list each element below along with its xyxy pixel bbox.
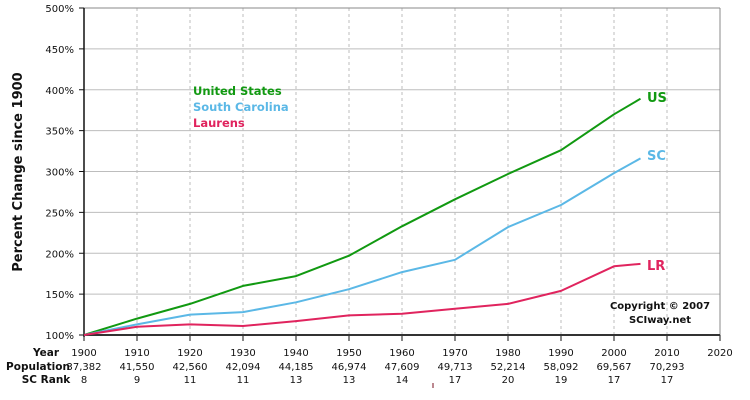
sc-rank-cell: 17 bbox=[449, 375, 462, 386]
year-cell: 1960 bbox=[389, 348, 414, 359]
series-line-us bbox=[83, 97, 642, 336]
population-cell: 46,974 bbox=[332, 362, 367, 373]
year-cell: 1990 bbox=[548, 348, 573, 359]
population-cell: 42,094 bbox=[226, 362, 261, 373]
sc-rank-cell: 9 bbox=[134, 375, 140, 386]
end-label-lr: LR bbox=[647, 259, 665, 274]
year-cell: 1900 bbox=[71, 348, 96, 359]
copyright-line: Copyright © 2007 bbox=[610, 301, 710, 312]
y-tick-label: 500% bbox=[45, 4, 74, 15]
legend: United States South Carolina Laurens bbox=[193, 84, 289, 130]
chart-grid bbox=[84, 7, 720, 335]
population-cell: 70,293 bbox=[650, 362, 685, 373]
sc-rank-cell: 14 bbox=[396, 375, 409, 386]
legend-item-united-states: United States bbox=[193, 84, 282, 98]
copyright-site: SCIway.net bbox=[629, 315, 691, 326]
table-row-label: Population bbox=[6, 361, 70, 373]
sc-rank-cell: 11 bbox=[184, 375, 197, 386]
population-cell: 41,550 bbox=[120, 362, 155, 373]
population-cell: 49,713 bbox=[438, 362, 473, 373]
year-cell: 2010 bbox=[654, 348, 679, 359]
end-label-sc: SC bbox=[647, 149, 666, 164]
sc-rank-cell: 17 bbox=[661, 375, 674, 386]
y-tick-label: 250% bbox=[45, 208, 74, 219]
sc-rank-cell: 13 bbox=[343, 375, 356, 386]
population-cell: 52,214 bbox=[491, 362, 526, 373]
y-tick-label: 400% bbox=[45, 86, 74, 97]
legend-item-laurens: Laurens bbox=[193, 116, 245, 130]
year-cell: 1950 bbox=[336, 348, 361, 359]
chart-axes bbox=[83, 7, 721, 341]
y-tick-label: 100% bbox=[45, 331, 74, 342]
sc-rank-cell: 17 bbox=[608, 375, 621, 386]
population-cell: 42,560 bbox=[173, 362, 208, 373]
table-row-label: SC Rank bbox=[22, 374, 72, 386]
end-label-us: US bbox=[647, 91, 667, 106]
year-cell: 1910 bbox=[124, 348, 149, 359]
sc-rank-cell: 19 bbox=[555, 375, 568, 386]
sc-rank-cell: 13 bbox=[290, 375, 303, 386]
population-cell: 44,185 bbox=[279, 362, 314, 373]
population-cell: 47,609 bbox=[385, 362, 420, 373]
year-cell: 1930 bbox=[230, 348, 255, 359]
end-labels: US SC LR bbox=[647, 91, 667, 274]
sc-rank-cell: 11 bbox=[237, 375, 250, 386]
legend-item-south-carolina: South Carolina bbox=[193, 100, 289, 114]
year-cell: 1940 bbox=[283, 348, 308, 359]
sc-rank-cell: 8 bbox=[81, 375, 87, 386]
chart-lines bbox=[83, 97, 642, 336]
y-axis-ticks: 100% 150% 200% 250% 300% 350% 400% 450% 500% bbox=[45, 4, 84, 342]
population-cell: 37,382 bbox=[67, 362, 102, 373]
population-cell: 58,092 bbox=[544, 362, 579, 373]
y-tick-label: 300% bbox=[45, 168, 74, 179]
y-tick-label: 150% bbox=[45, 290, 74, 301]
year-cell: 2020 bbox=[707, 348, 732, 359]
y-axis-label: Percent Change since 1900 bbox=[11, 72, 26, 271]
year-cell: 1920 bbox=[177, 348, 202, 359]
series-line-lr bbox=[83, 262, 641, 336]
series-line-sc bbox=[83, 157, 641, 336]
y-tick-label: 450% bbox=[45, 45, 74, 56]
year-cell: 1970 bbox=[442, 348, 467, 359]
table-row-label: Year bbox=[32, 347, 60, 359]
y-tick-label: 200% bbox=[45, 249, 74, 260]
y-tick-label: 350% bbox=[45, 127, 74, 138]
year-cell: 2000 bbox=[601, 348, 626, 359]
population-cell: 69,567 bbox=[597, 362, 632, 373]
year-cell: 1980 bbox=[495, 348, 520, 359]
copyright-notice: Copyright © 2007 SCIway.net bbox=[610, 301, 710, 326]
sc-rank-cell: 20 bbox=[502, 375, 515, 386]
